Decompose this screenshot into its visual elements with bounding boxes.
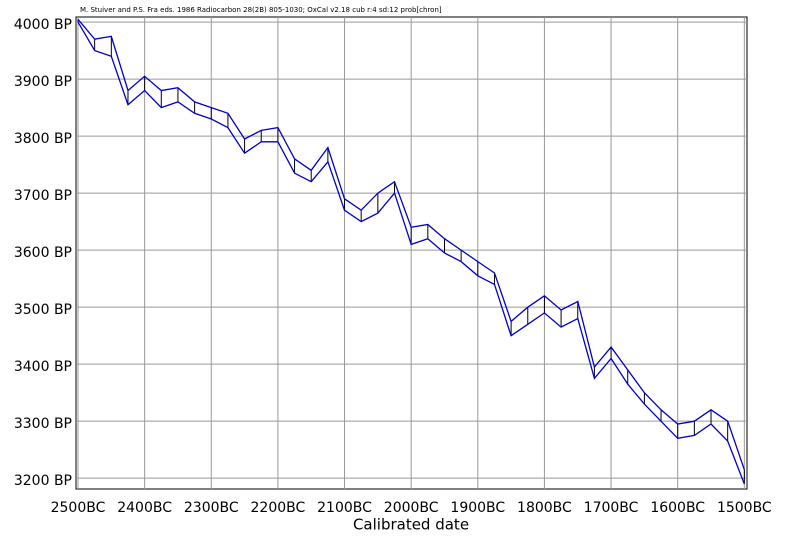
x-tick-label: 1900BC xyxy=(450,500,505,516)
x-tick-label: 2100BC xyxy=(317,500,372,516)
x-axis-title: Calibrated date xyxy=(353,516,469,534)
y-tick-label: 3900 BP xyxy=(14,74,72,90)
x-tick-label: 2200BC xyxy=(251,500,306,516)
x-tick-label: 1500BC xyxy=(717,500,772,516)
y-tick-label: 3800 BP xyxy=(14,131,72,147)
curve xyxy=(77,18,745,470)
x-tick-label: 2300BC xyxy=(184,500,239,516)
curve xyxy=(77,21,745,485)
x-tick-label: 2400BC xyxy=(117,500,172,516)
x-tick-label: 2000BC xyxy=(384,500,439,516)
y-tick-label: 3500 BP xyxy=(14,302,72,318)
y-tick-label: 3700 BP xyxy=(14,188,72,204)
y-tick-label: 3600 BP xyxy=(14,245,72,261)
chart-title: M. Stuiver and P.S. Fra eds. 1986 Radioc… xyxy=(80,6,442,14)
y-tick-label: 3300 BP xyxy=(14,416,72,432)
x-tick-label: 1800BC xyxy=(517,500,572,516)
y-tick-label: 3400 BP xyxy=(14,359,72,375)
y-tick-label: 4000 BP xyxy=(14,17,72,33)
y-tick-label: 3200 BP xyxy=(14,473,72,489)
x-tick-label: 2500BC xyxy=(51,500,106,516)
x-tick-label: 1700BC xyxy=(584,500,639,516)
x-tick-label: 1600BC xyxy=(650,500,705,516)
